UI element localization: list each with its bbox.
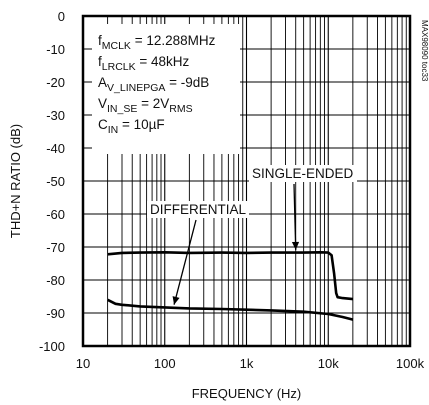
test-conditions-box: fMCLK = 12.288MHz fLRCLK = 48kHz AV_LINEPG… xyxy=(92,24,240,154)
x-tick-label: 10k xyxy=(318,356,339,371)
x-tick-label: 100 xyxy=(154,356,176,371)
annotation-bg-differential xyxy=(147,201,249,218)
y-tick-label: -30 xyxy=(46,108,65,123)
condition-line: fMCLK = 12.288MHz xyxy=(98,33,216,52)
series-line-single-ended xyxy=(107,251,354,301)
y-tick-label: -80 xyxy=(46,273,65,288)
series-line-differential xyxy=(107,298,354,321)
y-tick-label: -70 xyxy=(46,240,65,255)
y-tick-label: -90 xyxy=(46,306,65,321)
x-tick-label: 1k xyxy=(240,356,254,371)
plot-frame xyxy=(81,14,412,348)
x-axis-tick-labels: 10 100 1k 10k 100k xyxy=(76,356,425,371)
y-tick-label: -40 xyxy=(46,141,65,156)
y-axis-tick-labels: 0 -10 -20 -30 -40 -50 -60 -70 -80 -90 -100 xyxy=(39,9,65,354)
condition-line: AV_LINEPGA = -9dB xyxy=(98,75,209,94)
conditions-bg xyxy=(92,24,240,154)
y-tick-label: -60 xyxy=(46,207,65,222)
series-lines xyxy=(107,251,354,321)
annotation-arrowhead-differential xyxy=(172,296,180,305)
y-tick-label: -50 xyxy=(46,174,65,189)
y-axis-label: THD+N RATIO (dB) xyxy=(8,124,23,238)
condition-line: CIN = 10µF xyxy=(98,117,165,136)
x-tick-label: 10 xyxy=(76,356,90,371)
y-tick-label: -10 xyxy=(46,42,65,57)
figure-code: MAX98090 toc33 xyxy=(420,20,429,82)
annotation-single-ended: SINGLE-ENDED xyxy=(252,166,354,181)
y-tick-label: -20 xyxy=(46,75,65,90)
condition-line: VIN_SE = 2VRMS xyxy=(98,96,193,115)
annotation-leader-differential xyxy=(173,219,197,305)
y-tick-label: -100 xyxy=(39,339,65,354)
annotation-leader-single-ended xyxy=(293,183,297,250)
annotation-arrowhead-single-ended xyxy=(291,241,300,250)
x-tick-label: 100k xyxy=(396,356,425,371)
y-tick-label: 0 xyxy=(58,9,65,24)
annotation-bg-single-ended xyxy=(249,165,357,182)
annotation-differential: DIFFERENTIAL xyxy=(150,202,247,217)
x-axis-label: FREQUENCY (Hz) xyxy=(192,386,302,401)
curve-annotations: SINGLE-ENDED DIFFERENTIAL xyxy=(147,165,357,305)
condition-line: fLRCLK = 48kHz xyxy=(98,54,190,73)
